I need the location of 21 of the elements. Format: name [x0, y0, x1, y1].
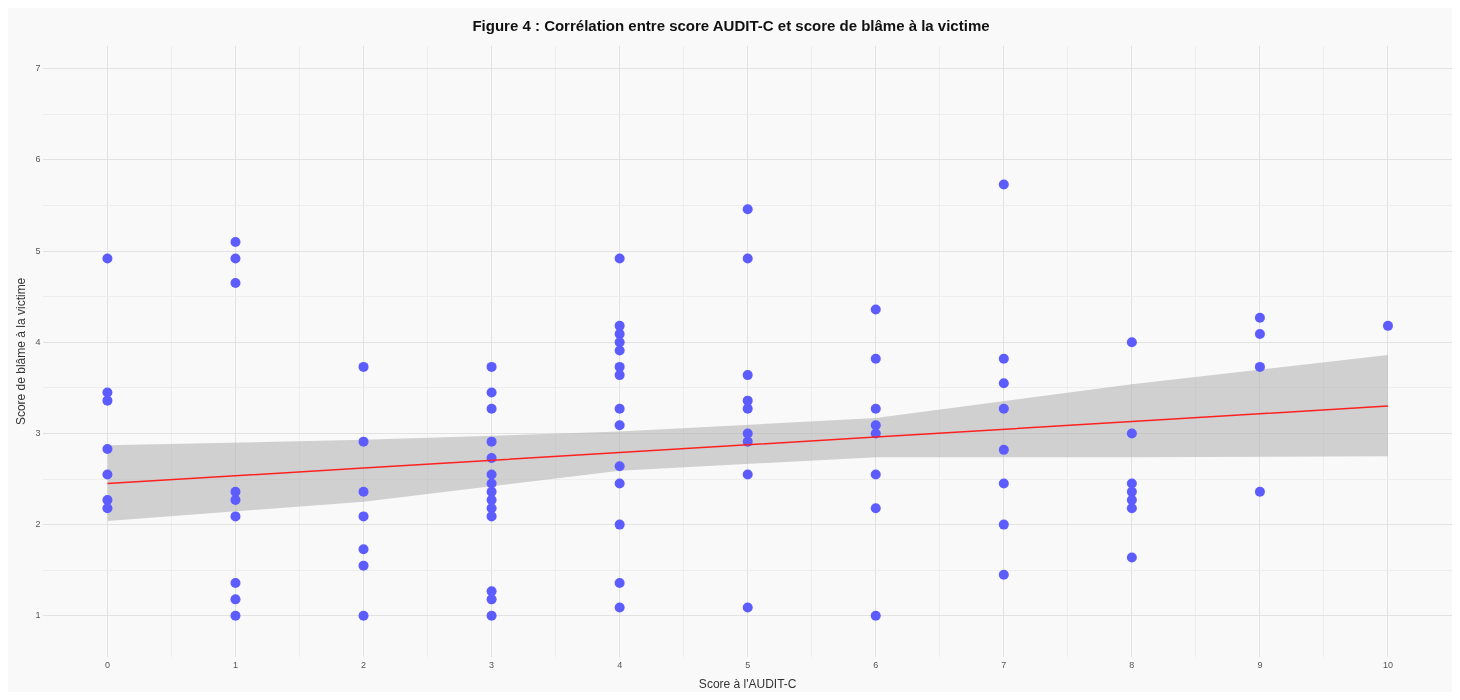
x-tick-label: 6 — [873, 659, 879, 670]
y-tick-label: 1 — [35, 610, 41, 621]
x-tick-label: 3 — [489, 659, 495, 670]
y-axis-title: Score de blâme à la victime — [13, 277, 28, 426]
y-tick-label: 4 — [35, 336, 41, 347]
x-tick-label: 7 — [1001, 659, 1007, 670]
y-tick-label: 5 — [35, 245, 41, 256]
x-tick-label: 4 — [617, 659, 623, 670]
x-tick-label: 1 — [232, 659, 238, 670]
x-tick-label: 0 — [104, 659, 110, 670]
chart-title: Figure 4 : Corrélation entre score AUDIT-C et score de blâme à la victime — [472, 17, 990, 35]
y-tick-label: 3 — [35, 427, 41, 438]
x-tick-label: 8 — [1129, 659, 1135, 670]
x-tick-label: 5 — [745, 659, 751, 670]
y-tick-label: 6 — [35, 154, 41, 165]
x-axis-title: Score à l'AUDIT-C — [698, 677, 797, 692]
x-tick-label: 2 — [361, 659, 367, 670]
x-tick-label: 10 — [1382, 659, 1393, 670]
y-tick-label: 2 — [35, 519, 41, 530]
y-tick-label: 7 — [35, 63, 41, 74]
x-tick-label: 9 — [1257, 659, 1263, 670]
